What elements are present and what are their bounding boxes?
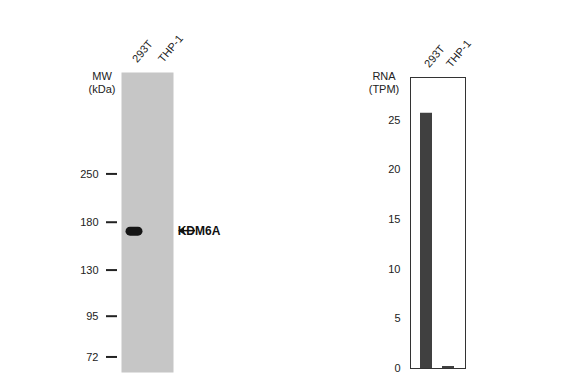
- html-text:RNA: RNA: [372, 70, 396, 82]
- svg-text:20: 20: [388, 163, 400, 175]
- svg-text:15: 15: [388, 213, 400, 225]
- svg-text:293T: 293T: [422, 42, 447, 69]
- svg-text:THP-1: THP-1: [444, 37, 474, 69]
- svg-text:293T: 293T: [130, 37, 155, 64]
- svg-text:72: 72: [86, 351, 98, 363]
- svg-text:THP-1: THP-1: [156, 32, 186, 64]
- svg-text:KDM6A: KDM6A: [178, 224, 221, 238]
- svg-text:95: 95: [86, 310, 98, 322]
- svg-text:250: 250: [80, 168, 98, 180]
- svg-text:180: 180: [80, 216, 98, 228]
- html-text:(TPM): (TPM): [368, 83, 400, 95]
- svg-text:5: 5: [394, 312, 400, 324]
- svg-text:0: 0: [394, 362, 400, 374]
- html-text:(kDa): (kDa): [88, 83, 116, 95]
- svg-text:25: 25: [388, 114, 400, 126]
- svg-text:10: 10: [388, 263, 400, 275]
- html-text:MW: MW: [92, 70, 112, 82]
- svg-text:130: 130: [80, 264, 98, 276]
